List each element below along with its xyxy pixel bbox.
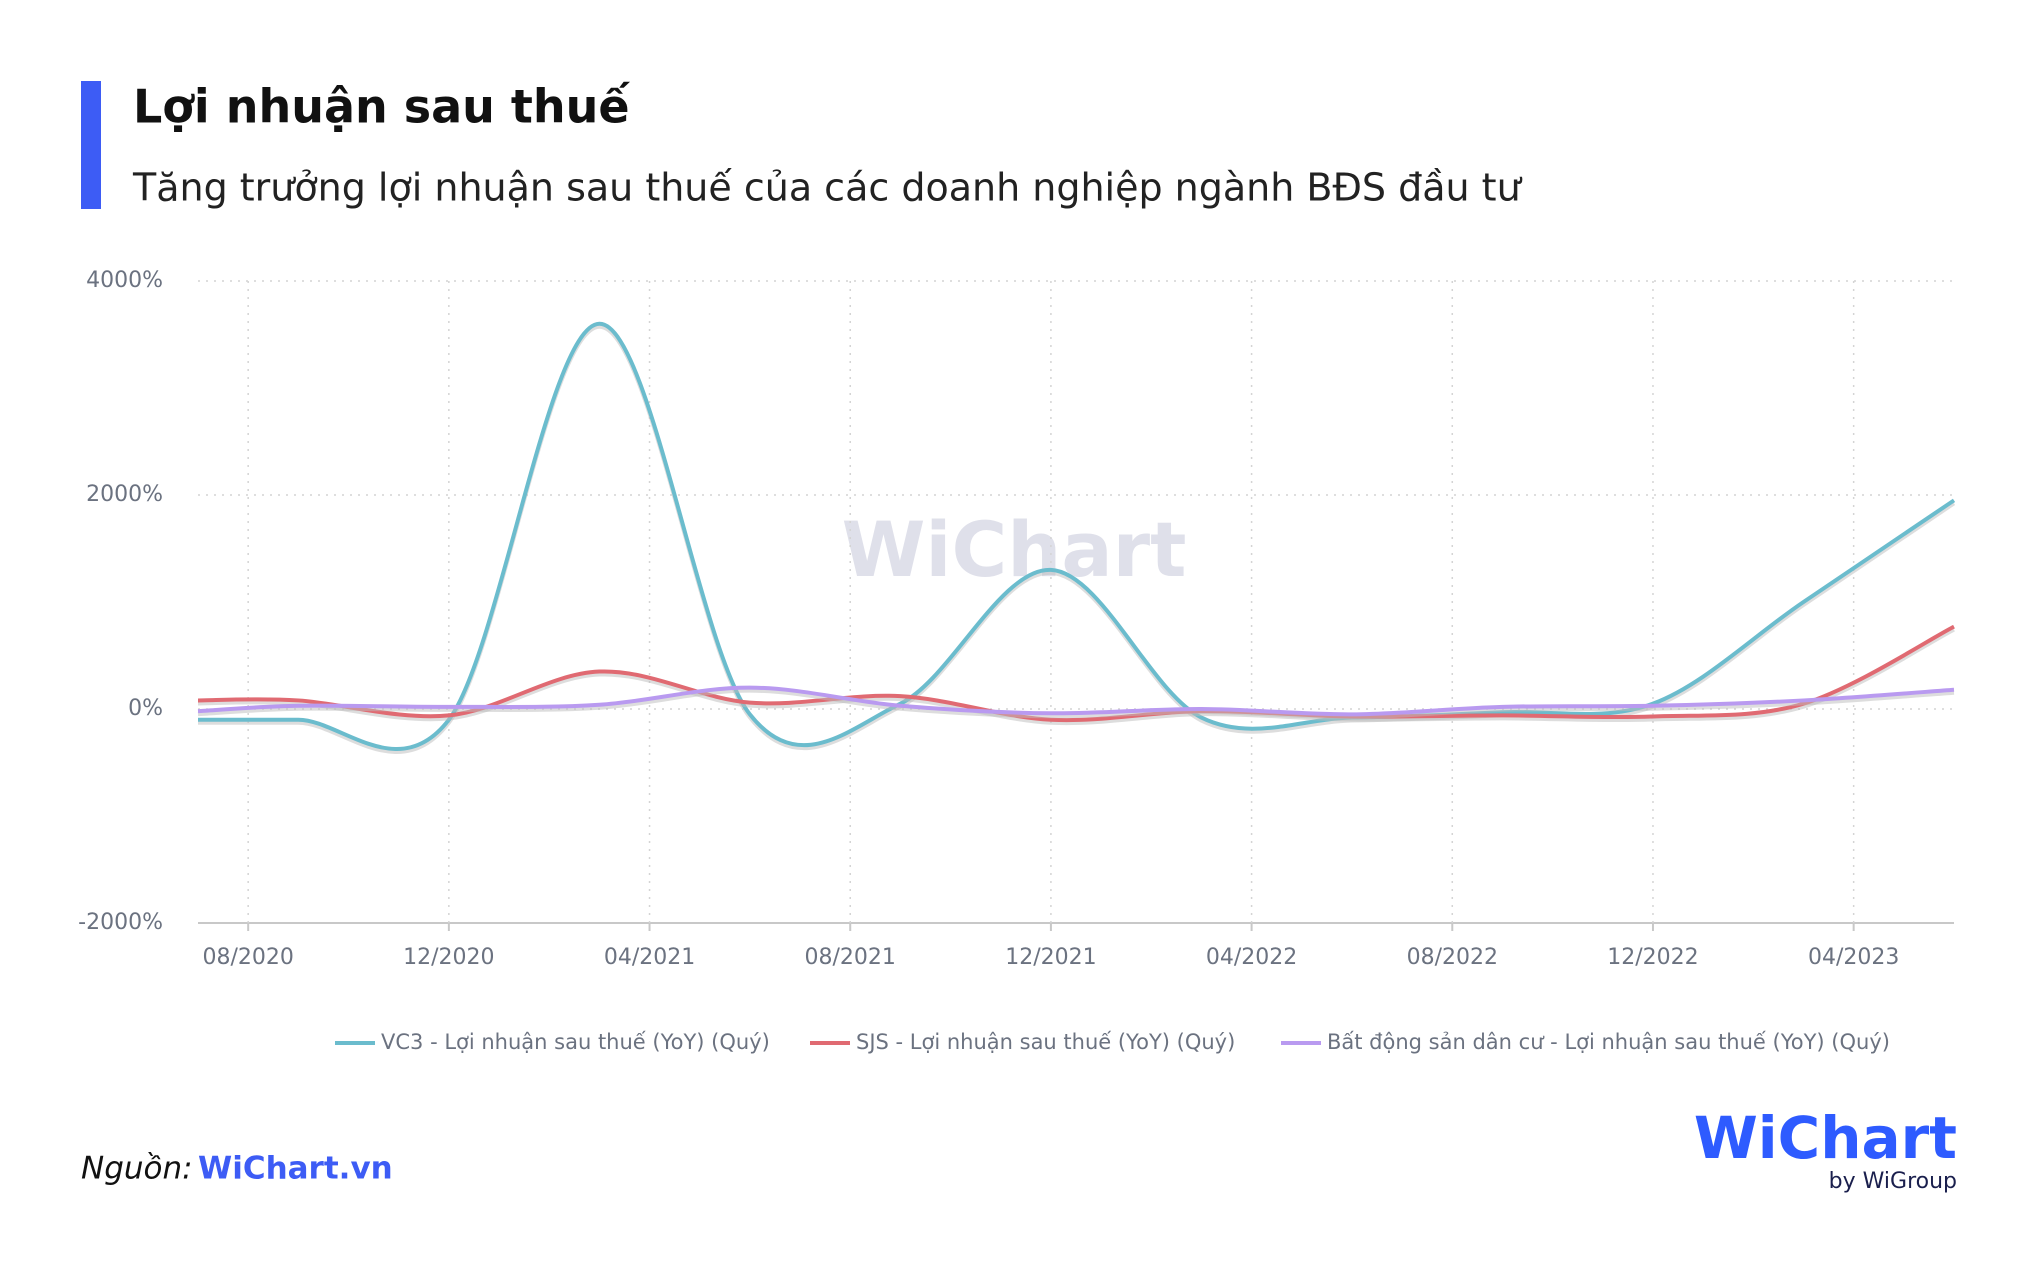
- logo-sub: by WiGroup: [1829, 1169, 1957, 1194]
- legend-label: VC3 - Lợi nhuận sau thuế (YoY) (Quý): [381, 1030, 770, 1054]
- x-tick-label: 12/2020: [403, 945, 494, 970]
- y-tick-label: -2000%: [78, 910, 163, 935]
- chart-title: Lợi nhuận sau thuế: [133, 80, 630, 134]
- series-line: [197, 624, 1955, 723]
- x-tick-label: 08/2021: [805, 945, 896, 970]
- title-bar: [81, 81, 101, 209]
- chart-subtitle: Tăng trưởng lợi nhuận sau thuế của các d…: [132, 166, 1523, 210]
- x-tick-label: 04/2021: [604, 945, 695, 970]
- y-tick-label: 0%: [128, 696, 163, 721]
- y-tick-label: 4000%: [86, 268, 163, 293]
- watermark: WiChart: [842, 505, 1187, 594]
- x-tick-label: 12/2022: [1607, 945, 1698, 970]
- legend-label: SJS - Lợi nhuận sau thuế (YoY) (Quý): [856, 1030, 1235, 1054]
- legend-label: Bất động sản dân cư - Lợi nhuận sau thuế…: [1327, 1030, 1890, 1054]
- x-tick-label: 08/2022: [1407, 945, 1498, 970]
- source-link[interactable]: WiChart.vn: [198, 1151, 393, 1187]
- x-tick-label: 04/2023: [1808, 945, 1899, 970]
- x-tick-label: 08/2020: [202, 945, 293, 970]
- y-tick-label: 2000%: [86, 482, 163, 507]
- series-shadow: [197, 627, 1955, 726]
- series-shadow: [197, 688, 1955, 720]
- x-tick-label: 12/2021: [1005, 945, 1096, 970]
- source-label: Nguồn:: [81, 1151, 193, 1187]
- x-tick-label: 04/2022: [1206, 945, 1297, 970]
- series-line: [197, 685, 1955, 717]
- logo: WiChart: [1694, 1104, 1957, 1172]
